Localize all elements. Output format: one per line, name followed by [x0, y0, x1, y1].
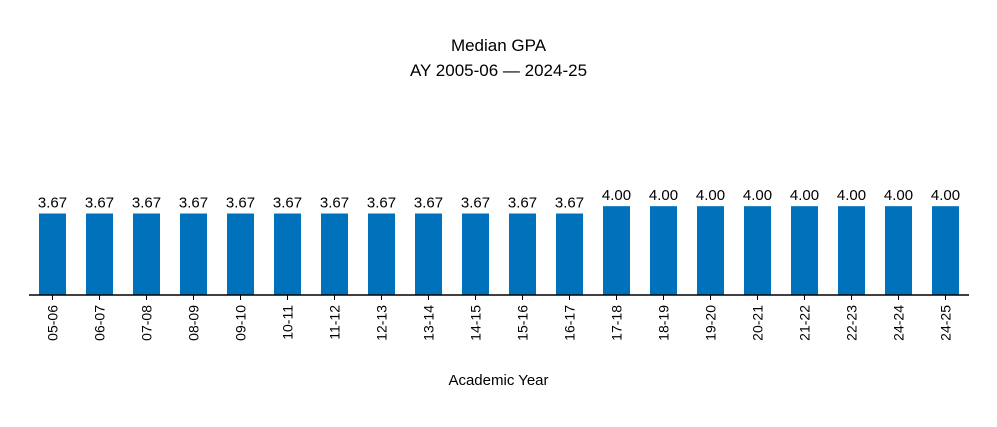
- data-label-07-08: 3.67: [132, 195, 161, 212]
- x-tick-label-05-06: 05-06: [45, 305, 61, 341]
- data-label-22-23: 4.00: [837, 187, 866, 204]
- data-label-11-12: 3.67: [320, 195, 349, 212]
- data-label-19-20: 4.00: [696, 187, 725, 204]
- data-label-14-15: 3.67: [461, 195, 490, 212]
- x-tick-label-20-21: 20-21: [750, 305, 766, 341]
- bar-19-20: [697, 206, 724, 295]
- data-label-12-13: 3.67: [367, 195, 396, 212]
- chart-subtitle: AY 2005-06 — 2024-25: [409, 61, 588, 80]
- x-tick-label-13-14: 13-14: [421, 305, 437, 341]
- x-axis-label: Academic Year: [448, 372, 549, 389]
- bar-08-09: [180, 213, 207, 295]
- bar-15-16: [509, 213, 536, 295]
- x-tick-label-15-16: 15-16: [515, 305, 531, 341]
- x-tick-label-10-11: 10-11: [280, 305, 296, 340]
- bar-17-18: [603, 206, 630, 295]
- x-tick-label-14-15: 14-15: [468, 305, 484, 341]
- bar-21-22: [791, 206, 818, 295]
- bar-16-17: [556, 213, 583, 295]
- bar-09-10: [227, 213, 254, 295]
- x-tick-label-07-08: 07-08: [139, 305, 155, 341]
- x-tick-label-17-18: 17-18: [609, 305, 625, 341]
- bar-07-08: [133, 213, 160, 295]
- bar-10-11: [274, 213, 301, 295]
- data-label-16-17: 3.67: [555, 195, 584, 212]
- x-tick-label-12-13: 12-13: [374, 305, 390, 341]
- data-label-24-25: 4.00: [931, 187, 960, 204]
- data-label-08-09: 3.67: [179, 195, 208, 212]
- x-tick-label-24-25: 24-25: [938, 305, 954, 341]
- x-tick-label-08-09: 08-09: [186, 305, 202, 341]
- x-tick-label-09-10: 09-10: [233, 305, 249, 341]
- x-tick-label-16-17: 16-17: [562, 305, 578, 341]
- bar-24-25: [932, 206, 959, 295]
- bar-18-19: [650, 206, 677, 295]
- data-label-05-06: 3.67: [38, 195, 67, 212]
- bar-12-13: [368, 213, 395, 295]
- data-label-13-14: 3.67: [414, 195, 443, 212]
- x-tick-label-24-24: 24-24: [891, 305, 907, 341]
- bar-11-12: [321, 213, 348, 295]
- data-label-24-24: 4.00: [884, 187, 913, 204]
- bar-13-14: [415, 213, 442, 295]
- bar-24-24: [885, 206, 912, 295]
- data-label-20-21: 4.00: [743, 187, 772, 204]
- data-label-21-22: 4.00: [790, 187, 819, 204]
- x-tick-label-22-23: 22-23: [844, 305, 860, 341]
- data-label-09-10: 3.67: [226, 195, 255, 212]
- bar-14-15: [462, 213, 489, 295]
- x-tick-label-11-12: 11-12: [327, 305, 343, 340]
- data-label-10-11: 3.67: [273, 195, 302, 212]
- bar-20-21: [744, 206, 771, 295]
- x-tick-label-06-07: 06-07: [92, 305, 108, 341]
- x-tick-label-19-20: 19-20: [703, 305, 719, 341]
- data-label-06-07: 3.67: [85, 195, 114, 212]
- bar-06-07: [86, 213, 113, 295]
- chart-title: Median GPA: [450, 36, 547, 55]
- data-label-17-18: 4.00: [602, 187, 631, 204]
- bar-05-06: [39, 213, 66, 295]
- data-label-15-16: 3.67: [508, 195, 537, 212]
- data-label-18-19: 4.00: [649, 187, 678, 204]
- bar-22-23: [838, 206, 865, 295]
- x-tick-label-21-22: 21-22: [797, 305, 813, 341]
- x-tick-label-18-19: 18-19: [656, 305, 672, 341]
